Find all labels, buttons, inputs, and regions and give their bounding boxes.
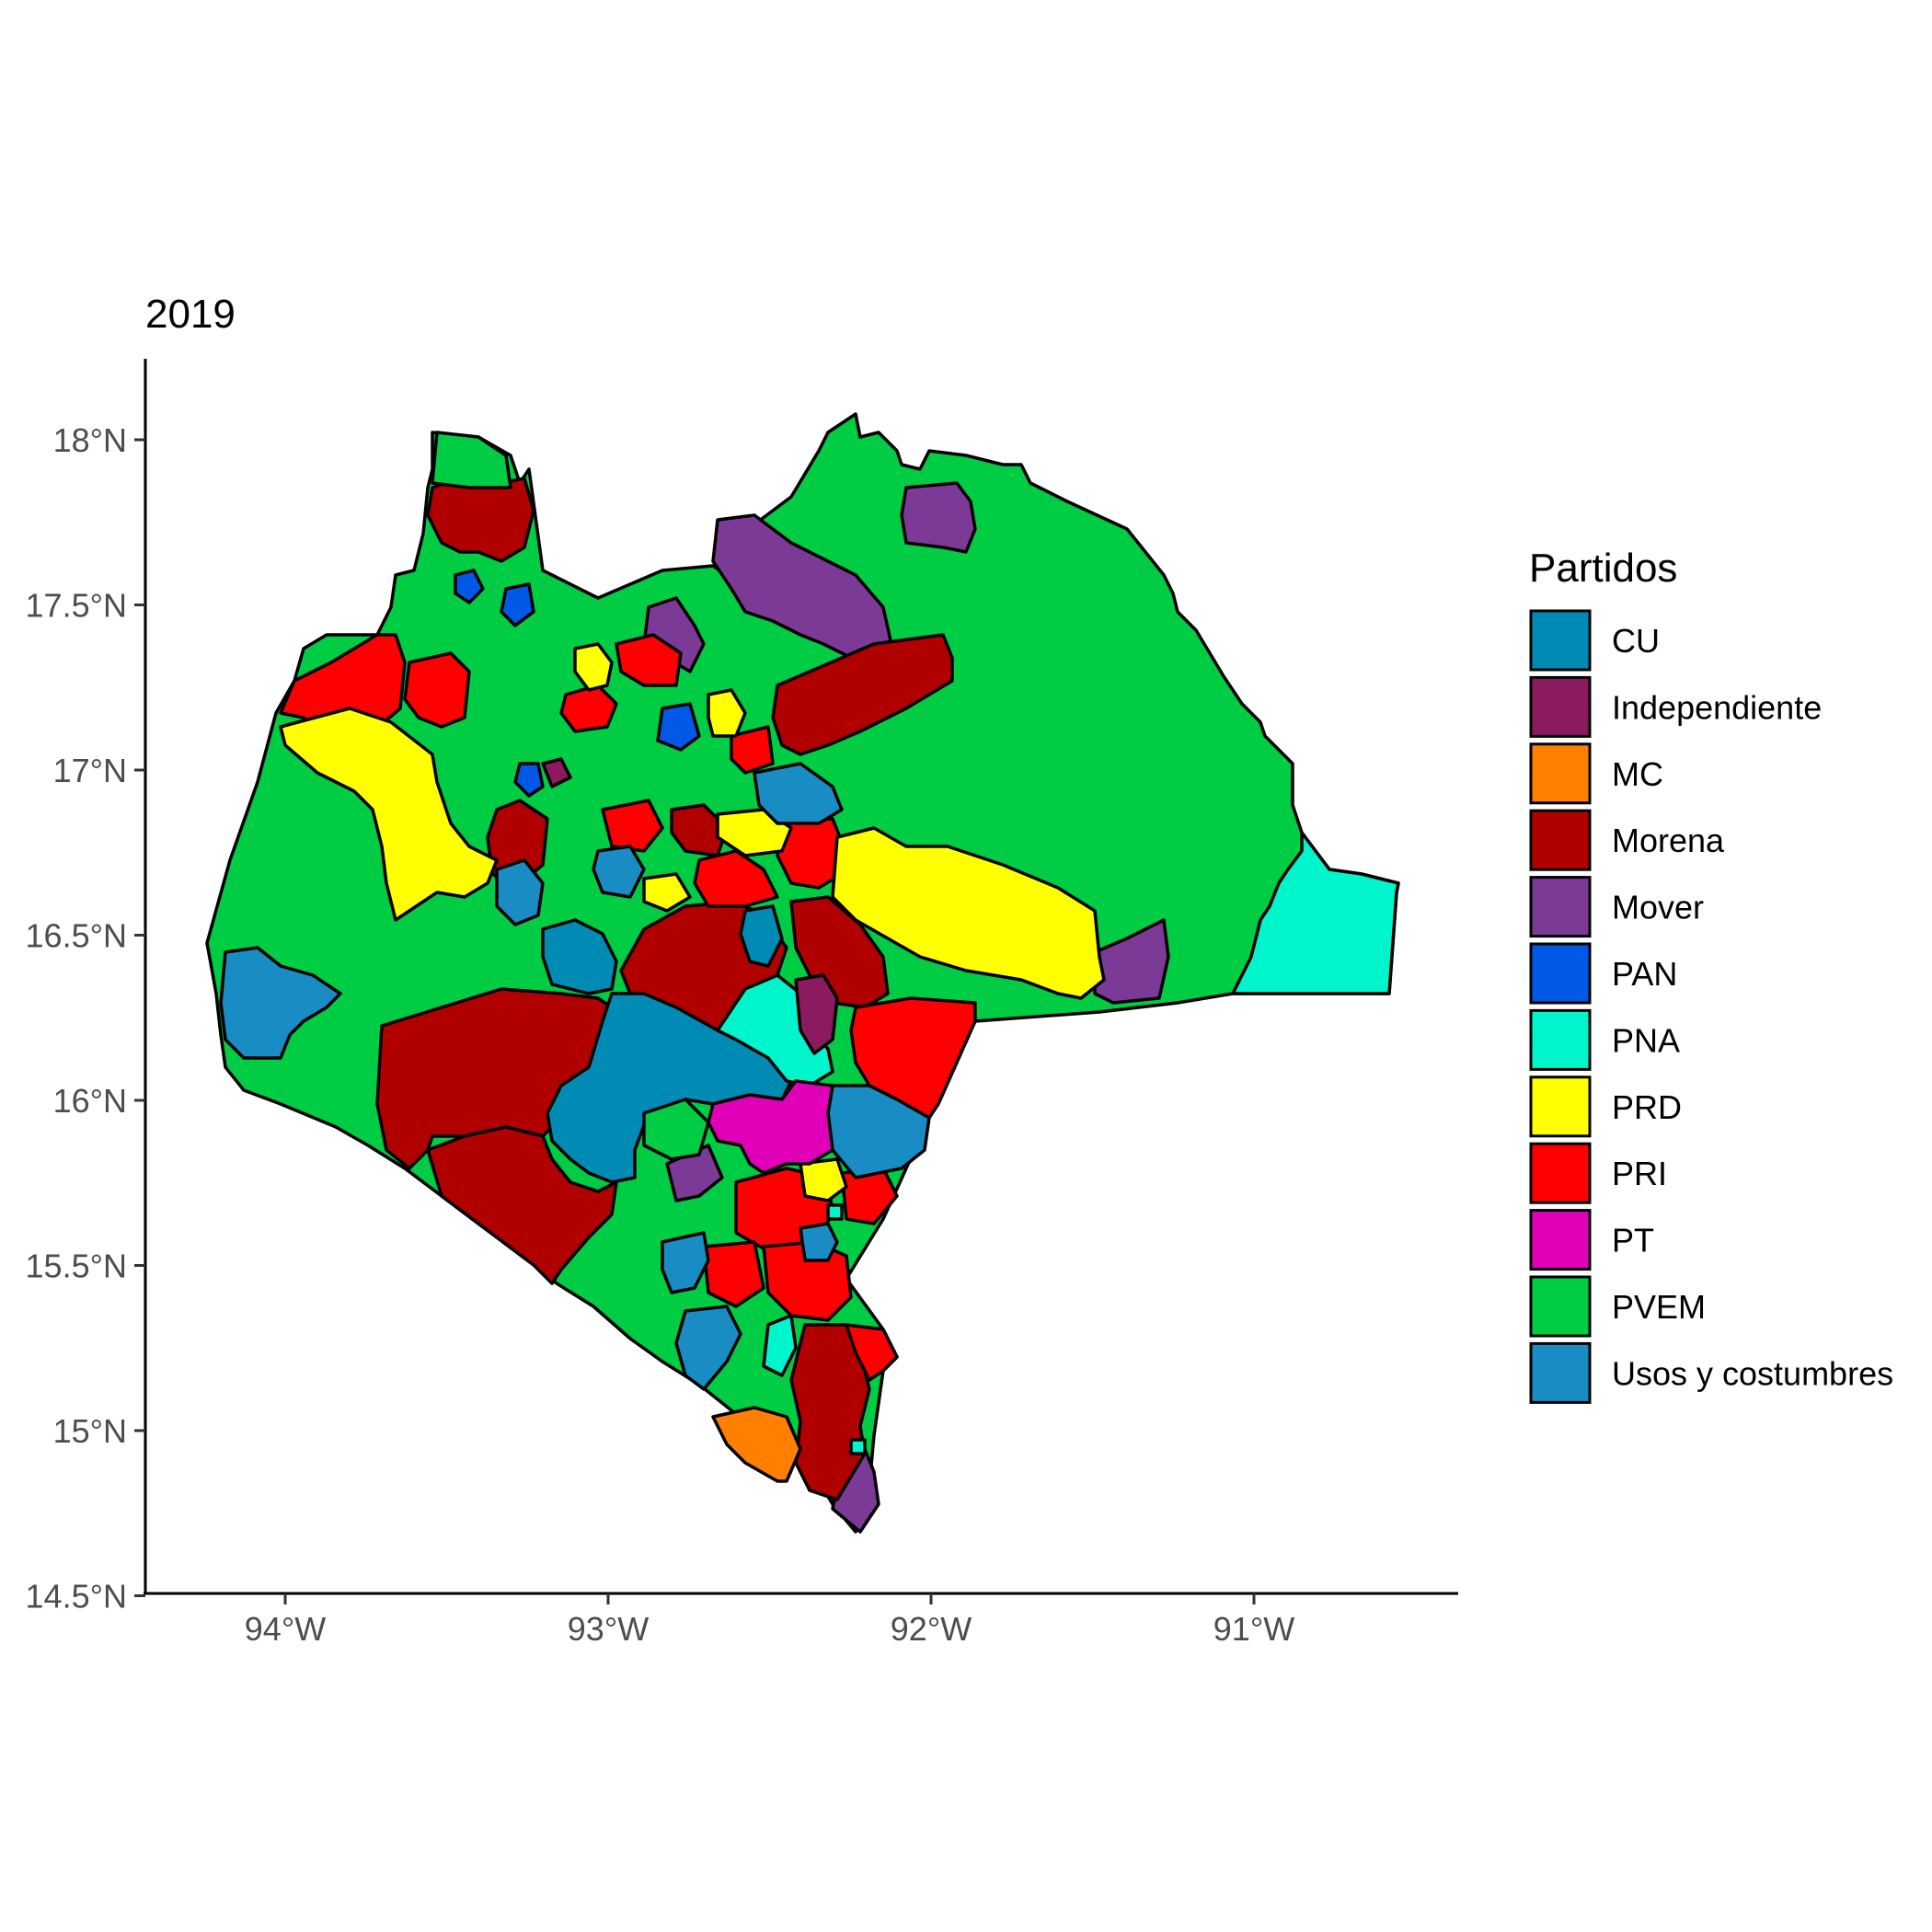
region-pvem-n (431, 431, 512, 489)
region-pri-east (849, 996, 977, 1120)
region-pna-tip (849, 1438, 867, 1455)
legend-label: PVEM (1612, 1288, 1706, 1326)
region-independiente-2 (541, 757, 572, 788)
region-morena-central (771, 633, 954, 756)
region-cu-s3 (799, 1222, 839, 1262)
region-pri-s4 (840, 1167, 899, 1225)
region-cu-c (541, 918, 618, 995)
y-tick-label: 18°N (53, 421, 127, 459)
region-pan-2 (500, 582, 535, 627)
region-pan-1 (454, 569, 485, 604)
legend-key-morena (1529, 809, 1592, 871)
legend-key-pt (1529, 1209, 1592, 1271)
region-pna-east (1231, 831, 1400, 995)
legend-key-mover (1529, 876, 1592, 938)
x-tick-label: 93°W (568, 1610, 649, 1648)
y-tick-label: 14.5°N (26, 1578, 127, 1616)
legend-items: CU Independiente MC Morena Mover PAN PNA PRD PRI… (1529, 609, 1893, 1404)
region-pan-3 (656, 702, 701, 752)
region-pvem-base (205, 412, 1400, 1534)
y-tick-label: 16.5°N (26, 917, 127, 955)
legend-key-mc (1529, 742, 1592, 805)
region-pri-n2 (615, 633, 683, 687)
y-tick-label: 15.5°N (26, 1248, 127, 1285)
legend-label: Usos y costumbres (1612, 1354, 1893, 1392)
region-pan-4 (513, 762, 545, 798)
region-cu-n (753, 762, 844, 825)
x-tick-label: 91°W (1213, 1610, 1294, 1648)
legend-label: Morena (1612, 822, 1725, 859)
region-morena-s (426, 1125, 618, 1285)
region-pri-c2 (776, 817, 844, 890)
legend-key-pri (1529, 1142, 1592, 1204)
region-prd-c2 (707, 688, 747, 738)
region-cu-s (661, 1231, 710, 1294)
x-tick-label: 92°W (891, 1610, 972, 1648)
region-cu-n2 (592, 845, 646, 899)
region-pt (707, 1079, 834, 1175)
legend-label: Independiente (1612, 688, 1822, 726)
region-cu-c3 (739, 904, 784, 968)
region-prd-c3 (642, 872, 692, 913)
region-prd-e (831, 826, 1106, 1000)
region-pvem-s (642, 1098, 710, 1161)
legend-label: CU (1612, 622, 1660, 660)
region-pna-s (762, 1314, 798, 1377)
region-pri-s3 (702, 1240, 765, 1308)
region-pri-c5 (730, 725, 775, 775)
y-tick-label: 16°N (53, 1082, 127, 1120)
legend: Partidos CU Independiente MC Morena Mover PAN… (1529, 546, 1893, 1404)
y-tick-label: 17°N (53, 752, 127, 789)
region-cu-w (219, 946, 342, 1060)
x-tick-label: 94°W (245, 1610, 326, 1648)
region-independiente (794, 973, 839, 1055)
region-pna-s2 (826, 1203, 844, 1221)
legend-key-independiente (1529, 675, 1592, 738)
region-prd-w (279, 707, 499, 922)
legend-key-prd (1529, 1075, 1592, 1138)
region-mover-ne (900, 481, 977, 554)
x-axis-ticks: 94°W 93°W 92°W 91°W (245, 1593, 1294, 1648)
legend-key-usos-y-costumbres (1529, 1341, 1592, 1404)
legend-key-cu (1529, 609, 1592, 672)
region-prd-n (573, 642, 614, 692)
region-prd-s (799, 1157, 848, 1202)
region-mover-e (1093, 918, 1170, 1005)
legend-label: PRI (1612, 1155, 1667, 1192)
legend-label: Mover (1612, 889, 1704, 926)
legend-label: MC (1612, 755, 1663, 793)
region-pri-nw (279, 633, 407, 738)
legend-key-pvem (1529, 1275, 1592, 1338)
region-cu-s2 (674, 1305, 742, 1391)
legend-key-pna (1529, 1008, 1592, 1071)
region-mc (711, 1406, 802, 1483)
legend-label: PNA (1612, 1021, 1680, 1059)
region-pri-tip (845, 1323, 899, 1382)
region-cu-c2 (495, 858, 545, 926)
legend-key-pan (1529, 942, 1592, 1005)
legend-label: PT (1612, 1222, 1654, 1259)
legend-label: PRD (1612, 1088, 1682, 1126)
legend-title: Partidos (1529, 546, 1677, 591)
y-tick-label: 15°N (53, 1412, 127, 1450)
y-tick-label: 17.5°N (26, 587, 127, 625)
map-title: 2019 (145, 292, 236, 337)
y-axis-ticks: 18°N 17.5°N 17°N 16.5°N 16°N 15.5°N 15°N 14.5°N (26, 421, 145, 1616)
region-pri-n (403, 651, 471, 729)
municipality-regions (205, 412, 1400, 1534)
axes: 18°N 17.5°N 17°N 16.5°N 16°N 15.5°N 15°N 14.5°N… (26, 359, 1458, 1648)
region-pri-c4 (601, 799, 664, 853)
legend-label: PAN (1612, 955, 1677, 993)
